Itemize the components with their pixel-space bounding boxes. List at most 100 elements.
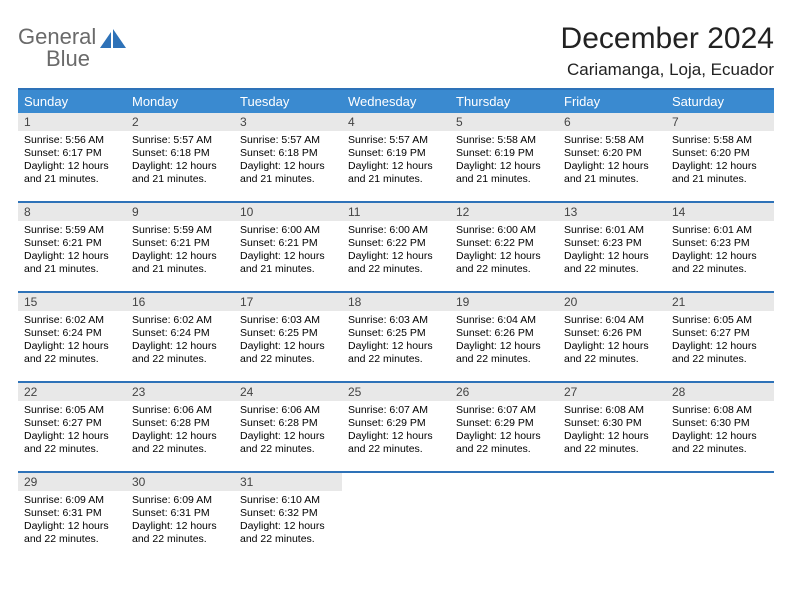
daylight-line: Daylight: 12 hours and 21 minutes. bbox=[240, 160, 336, 186]
day-number: 20 bbox=[558, 293, 666, 311]
daylight-line: Daylight: 12 hours and 21 minutes. bbox=[456, 160, 552, 186]
brand-word2: Blue bbox=[46, 48, 96, 70]
day-body: Sunrise: 5:58 AMSunset: 6:19 PMDaylight:… bbox=[450, 131, 558, 190]
week-row: 29Sunrise: 6:09 AMSunset: 6:31 PMDayligh… bbox=[18, 473, 774, 561]
day-body: Sunrise: 6:03 AMSunset: 6:25 PMDaylight:… bbox=[234, 311, 342, 370]
week-row: 1Sunrise: 5:56 AMSunset: 6:17 PMDaylight… bbox=[18, 113, 774, 203]
daylight-line: Daylight: 12 hours and 22 minutes. bbox=[456, 340, 552, 366]
day-body: Sunrise: 5:57 AMSunset: 6:18 PMDaylight:… bbox=[126, 131, 234, 190]
daylight-line: Daylight: 12 hours and 21 minutes. bbox=[24, 250, 120, 276]
sunrise-line: Sunrise: 6:00 AM bbox=[240, 224, 336, 237]
day-body: Sunrise: 5:58 AMSunset: 6:20 PMDaylight:… bbox=[558, 131, 666, 190]
sunset-line: Sunset: 6:19 PM bbox=[456, 147, 552, 160]
sunset-line: Sunset: 6:21 PM bbox=[240, 237, 336, 250]
day-number: 7 bbox=[666, 113, 774, 131]
day-number: 19 bbox=[450, 293, 558, 311]
sunrise-line: Sunrise: 6:09 AM bbox=[24, 494, 120, 507]
daylight-line: Daylight: 12 hours and 22 minutes. bbox=[672, 430, 768, 456]
day-cell: 1 Sunrise: 5:56 AMSunset: 6:17 PMDaylight… bbox=[18, 113, 126, 201]
sunrise-line: Sunrise: 5:59 AM bbox=[24, 224, 120, 237]
sunrise-line: Sunrise: 6:06 AM bbox=[240, 404, 336, 417]
sunset-line: Sunset: 6:21 PM bbox=[132, 237, 228, 250]
sunrise-line: Sunrise: 6:02 AM bbox=[132, 314, 228, 327]
day-number: 6 bbox=[558, 113, 666, 131]
daylight-line: Daylight: 12 hours and 21 minutes. bbox=[240, 250, 336, 276]
day-body: Sunrise: 6:09 AMSunset: 6:31 PMDaylight:… bbox=[18, 491, 126, 550]
day-body: Sunrise: 6:02 AMSunset: 6:24 PMDaylight:… bbox=[126, 311, 234, 370]
day-body: Sunrise: 6:10 AMSunset: 6:32 PMDaylight:… bbox=[234, 491, 342, 550]
brand-logo: General Blue bbox=[18, 26, 130, 70]
day-body: Sunrise: 5:58 AMSunset: 6:20 PMDaylight:… bbox=[666, 131, 774, 190]
day-number: 15 bbox=[18, 293, 126, 311]
daylight-line: Daylight: 12 hours and 22 minutes. bbox=[24, 520, 120, 546]
sunset-line: Sunset: 6:25 PM bbox=[348, 327, 444, 340]
day-cell bbox=[342, 473, 450, 561]
daylight-line: Daylight: 12 hours and 21 minutes. bbox=[24, 160, 120, 186]
day-cell: 26Sunrise: 6:07 AMSunset: 6:29 PMDayligh… bbox=[450, 383, 558, 471]
day-number: 22 bbox=[18, 383, 126, 401]
brand-sails-icon bbox=[100, 28, 130, 55]
sunrise-line: Sunrise: 5:58 AM bbox=[564, 134, 660, 147]
daylight-line: Daylight: 12 hours and 22 minutes. bbox=[24, 430, 120, 456]
sunrise-line: Sunrise: 6:07 AM bbox=[348, 404, 444, 417]
day-number: 16 bbox=[126, 293, 234, 311]
sunrise-line: Sunrise: 6:03 AM bbox=[240, 314, 336, 327]
daylight-line: Daylight: 12 hours and 22 minutes. bbox=[132, 430, 228, 456]
location-text: Cariamanga, Loja, Ecuador bbox=[561, 60, 774, 80]
day-number: 1 bbox=[18, 113, 126, 131]
daylight-line: Daylight: 12 hours and 22 minutes. bbox=[132, 340, 228, 366]
day-cell: 24Sunrise: 6:06 AMSunset: 6:28 PMDayligh… bbox=[234, 383, 342, 471]
sunset-line: Sunset: 6:30 PM bbox=[564, 417, 660, 430]
day-body: Sunrise: 6:05 AMSunset: 6:27 PMDaylight:… bbox=[18, 401, 126, 460]
week-row: 8Sunrise: 5:59 AMSunset: 6:21 PMDaylight… bbox=[18, 203, 774, 293]
sunrise-line: Sunrise: 5:57 AM bbox=[132, 134, 228, 147]
day-cell: 29Sunrise: 6:09 AMSunset: 6:31 PMDayligh… bbox=[18, 473, 126, 561]
sunset-line: Sunset: 6:17 PM bbox=[24, 147, 120, 160]
sunrise-line: Sunrise: 6:05 AM bbox=[24, 404, 120, 417]
sunset-line: Sunset: 6:29 PM bbox=[348, 417, 444, 430]
day-body: Sunrise: 6:04 AMSunset: 6:26 PMDaylight:… bbox=[558, 311, 666, 370]
daylight-line: Daylight: 12 hours and 22 minutes. bbox=[456, 250, 552, 276]
day-cell: 8Sunrise: 5:59 AMSunset: 6:21 PMDaylight… bbox=[18, 203, 126, 291]
day-body: Sunrise: 6:09 AMSunset: 6:31 PMDaylight:… bbox=[126, 491, 234, 550]
sunset-line: Sunset: 6:30 PM bbox=[672, 417, 768, 430]
dayname-sunday: Sunday bbox=[18, 90, 126, 113]
daylight-line: Daylight: 12 hours and 22 minutes. bbox=[240, 430, 336, 456]
day-body: Sunrise: 6:04 AMSunset: 6:26 PMDaylight:… bbox=[450, 311, 558, 370]
dayname-friday: Friday bbox=[558, 90, 666, 113]
sunset-line: Sunset: 6:20 PM bbox=[564, 147, 660, 160]
daylight-line: Daylight: 12 hours and 22 minutes. bbox=[564, 430, 660, 456]
day-cell: 28Sunrise: 6:08 AMSunset: 6:30 PMDayligh… bbox=[666, 383, 774, 471]
day-number: 25 bbox=[342, 383, 450, 401]
day-cell: 4Sunrise: 5:57 AMSunset: 6:19 PMDaylight… bbox=[342, 113, 450, 201]
day-number: 10 bbox=[234, 203, 342, 221]
day-body: Sunrise: 6:05 AMSunset: 6:27 PMDaylight:… bbox=[666, 311, 774, 370]
day-number: 24 bbox=[234, 383, 342, 401]
sunrise-line: Sunrise: 6:08 AM bbox=[672, 404, 768, 417]
sunset-line: Sunset: 6:23 PM bbox=[564, 237, 660, 250]
day-cell: 12Sunrise: 6:00 AMSunset: 6:22 PMDayligh… bbox=[450, 203, 558, 291]
sunset-line: Sunset: 6:24 PM bbox=[132, 327, 228, 340]
sunset-line: Sunset: 6:19 PM bbox=[348, 147, 444, 160]
daylight-line: Daylight: 12 hours and 21 minutes. bbox=[564, 160, 660, 186]
day-number: 9 bbox=[126, 203, 234, 221]
day-body: Sunrise: 5:57 AMSunset: 6:18 PMDaylight:… bbox=[234, 131, 342, 190]
sunrise-line: Sunrise: 6:02 AM bbox=[24, 314, 120, 327]
brand-word1: General bbox=[18, 26, 96, 48]
sunrise-line: Sunrise: 6:10 AM bbox=[240, 494, 336, 507]
sunrise-line: Sunrise: 5:57 AM bbox=[348, 134, 444, 147]
day-body: Sunrise: 6:08 AMSunset: 6:30 PMDaylight:… bbox=[666, 401, 774, 460]
day-cell: 14Sunrise: 6:01 AMSunset: 6:23 PMDayligh… bbox=[666, 203, 774, 291]
sunset-line: Sunset: 6:27 PM bbox=[24, 417, 120, 430]
dayname-row: SundayMondayTuesdayWednesdayThursdayFrid… bbox=[18, 90, 774, 113]
sunset-line: Sunset: 6:32 PM bbox=[240, 507, 336, 520]
day-number: 5 bbox=[450, 113, 558, 131]
sunrise-line: Sunrise: 6:01 AM bbox=[672, 224, 768, 237]
day-number: 29 bbox=[18, 473, 126, 491]
day-number: 27 bbox=[558, 383, 666, 401]
daylight-line: Daylight: 12 hours and 22 minutes. bbox=[348, 250, 444, 276]
daylight-line: Daylight: 12 hours and 22 minutes. bbox=[132, 520, 228, 546]
sunrise-line: Sunrise: 5:56 AM bbox=[24, 134, 120, 147]
day-cell: 22Sunrise: 6:05 AMSunset: 6:27 PMDayligh… bbox=[18, 383, 126, 471]
sunset-line: Sunset: 6:21 PM bbox=[24, 237, 120, 250]
